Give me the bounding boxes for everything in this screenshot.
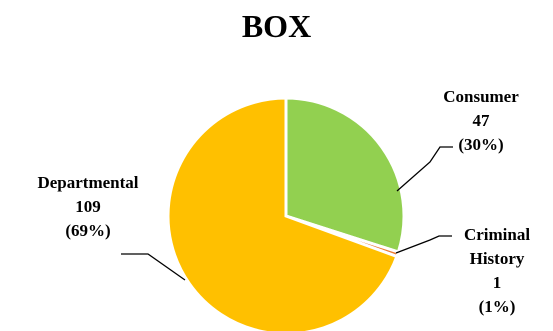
data-label: Consumer 47 (30%) xyxy=(443,87,519,154)
leader-line xyxy=(121,253,186,281)
data-label: Criminal History 1 (1%) xyxy=(464,225,530,316)
leader-line xyxy=(395,235,452,254)
pie-slice-departmental xyxy=(166,96,399,331)
chart-title: BOX xyxy=(241,8,312,44)
pie-slice-consumer xyxy=(284,96,406,254)
data-label: Departmental 109 (69%) xyxy=(37,173,138,240)
leader-line xyxy=(396,146,453,192)
